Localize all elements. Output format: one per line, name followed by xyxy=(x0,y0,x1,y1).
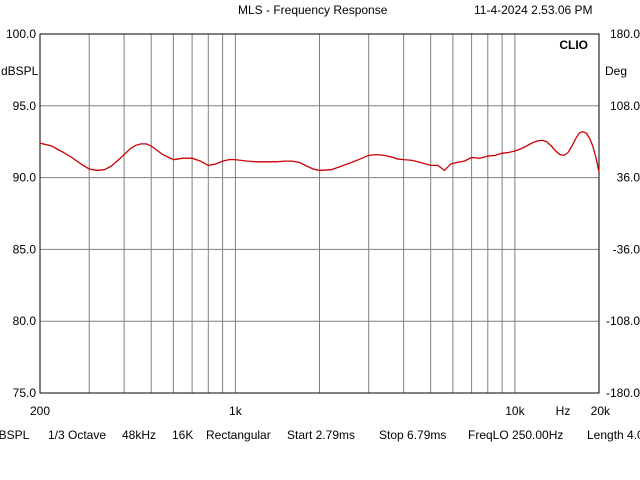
measurement-settings-bar: dBSPL 1/3 Octave 48kHz 16K Rectangular S… xyxy=(0,428,640,444)
y-tick-label: 95.0 xyxy=(13,99,37,113)
y-tick-label: 80.0 xyxy=(13,314,37,328)
freq-lo-setting: FreqLO 250.00Hz xyxy=(468,428,564,442)
start-setting: Start 2.79ms xyxy=(287,428,356,442)
x-axis-tick-labels: 200 1k 10k 20k xyxy=(30,404,611,418)
frequency-response-chart: 100.0 95.0 90.0 85.0 80.0 75.0 180.0 108.0 36.0… xyxy=(1,27,640,418)
clio-brand-label: CLIO xyxy=(559,38,588,52)
y-tick-label: 85.0 xyxy=(13,242,37,256)
y-tick-label: 75.0 xyxy=(13,386,37,400)
smoothing-setting: 1/3 Octave xyxy=(48,428,107,442)
y2-tick-label: -36.0 xyxy=(613,242,640,256)
y-tick-label: 100.0 xyxy=(6,27,36,41)
x-tick-label: 1k xyxy=(229,404,243,418)
x-axis-unit-label: Hz xyxy=(556,404,571,418)
unit-setting: dBSPL xyxy=(0,428,30,442)
series-line xyxy=(39,130,600,172)
y-axis-label: dBSPL xyxy=(1,64,39,78)
y2-tick-label: -108.0 xyxy=(606,314,640,328)
y2-axis-label: Deg xyxy=(605,64,627,78)
y-axis-tick-labels: 100.0 95.0 90.0 85.0 80.0 75.0 xyxy=(6,27,36,400)
y2-tick-label: 180.0 xyxy=(610,27,640,41)
stop-setting: Stop 6.79ms xyxy=(379,428,447,442)
x-tick-label: 10k xyxy=(505,404,525,418)
chart-title: MLS - Frequency Response xyxy=(238,3,388,17)
plot-frame xyxy=(39,33,600,394)
y2-tick-label: 108.0 xyxy=(610,99,640,113)
timestamp: 11-4-2024 2.53.06 PM xyxy=(474,3,593,17)
size-setting: 16K xyxy=(172,428,194,442)
sample-rate-setting: 48kHz xyxy=(122,428,157,442)
y2-axis-tick-labels: 180.0 108.0 36.0 -36.0 -108.0 -180.0 xyxy=(606,27,640,400)
x-tick-label: 200 xyxy=(30,404,50,418)
window-setting: Rectangular xyxy=(206,428,271,442)
x-tick-label: 20k xyxy=(591,404,611,418)
length-setting: Length 4.00ms xyxy=(587,428,640,442)
y2-tick-label: -180.0 xyxy=(606,386,640,400)
grid-lines xyxy=(40,34,599,393)
y-tick-label: 90.0 xyxy=(13,171,37,185)
y2-tick-label: 36.0 xyxy=(617,171,640,185)
